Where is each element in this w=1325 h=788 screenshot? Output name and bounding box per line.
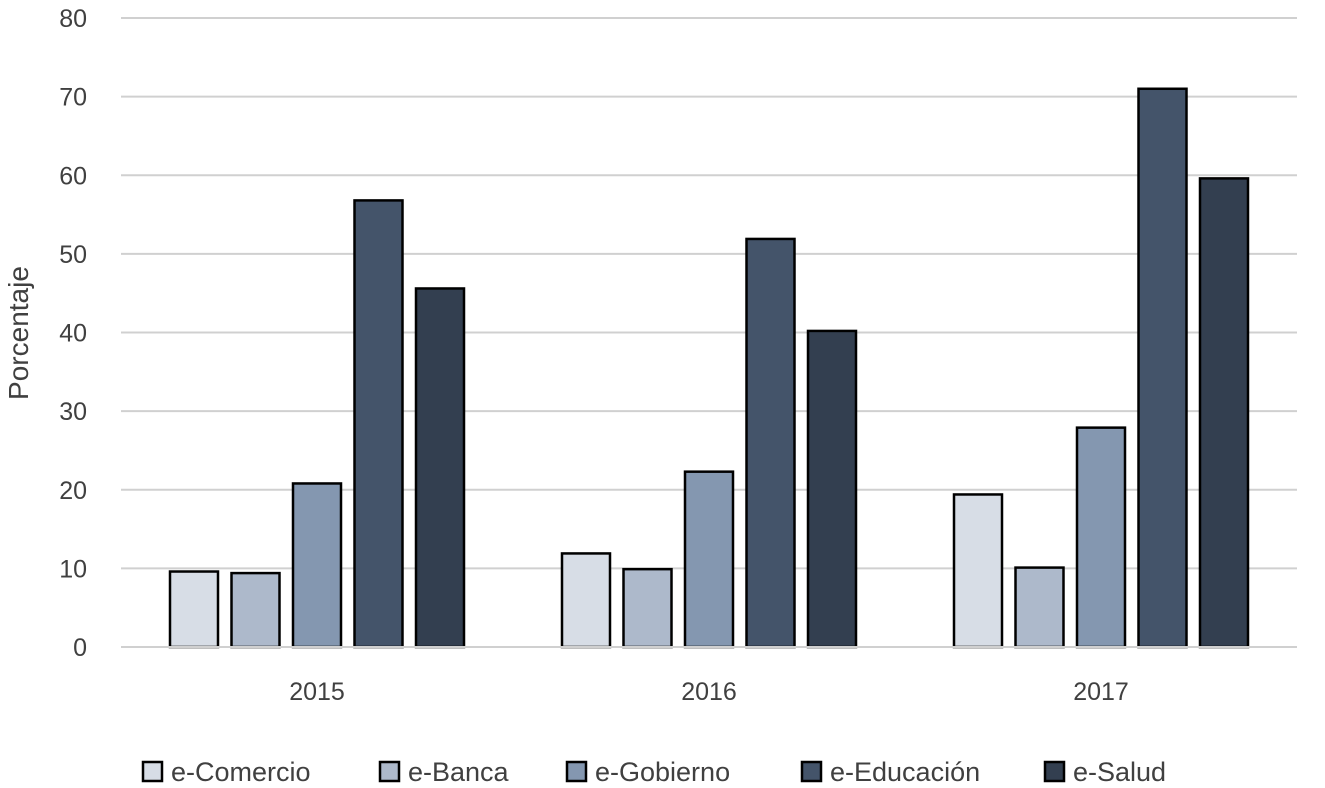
bar-e-salud-2017 bbox=[1198, 177, 1250, 649]
bar-e-comercio-2016 bbox=[560, 552, 612, 649]
legend-label: e-Gobierno bbox=[595, 757, 730, 787]
legend-swatch bbox=[800, 760, 823, 783]
bar-e-banca-2015 bbox=[230, 571, 281, 649]
legend-label: e-Salud bbox=[1073, 757, 1166, 787]
bar-e-gobierno-2015 bbox=[291, 482, 343, 649]
x-tick-label: 2015 bbox=[289, 678, 345, 706]
bar-e-banca-2016 bbox=[622, 567, 673, 649]
bar-e-gobierno-2016 bbox=[683, 470, 735, 649]
bar-e-educaci-n-2016 bbox=[745, 237, 796, 649]
y-tick-label: 50 bbox=[59, 241, 87, 269]
y-axis-ticks: 0 10 20 30 40 50 60 70 80 bbox=[59, 5, 87, 662]
legend-swatch bbox=[378, 760, 401, 783]
x-tick-label: 2016 bbox=[681, 678, 737, 706]
y-tick-label: 20 bbox=[59, 477, 87, 505]
legend-label: e-Educación bbox=[830, 757, 980, 787]
bar-e-educaci-n-2017 bbox=[1137, 87, 1188, 649]
y-tick-label: 80 bbox=[59, 5, 87, 33]
y-tick-label: 40 bbox=[59, 320, 87, 348]
bar-e-salud-2016 bbox=[806, 329, 858, 649]
legend-label: e-Comercio bbox=[171, 757, 311, 787]
y-tick-label: 70 bbox=[59, 84, 87, 112]
bar-e-salud-2015 bbox=[414, 287, 466, 649]
y-tick-label: 60 bbox=[59, 162, 87, 190]
legend: e-Comercio e-Banca e-Gobierno e-Educación e-… bbox=[141, 757, 1166, 787]
bar-e-educaci-n-2015 bbox=[353, 199, 404, 649]
bars bbox=[168, 87, 1250, 649]
bar-e-comercio-2015 bbox=[168, 570, 220, 649]
bar-e-banca-2017 bbox=[1014, 566, 1065, 649]
bar-e-comercio-2017 bbox=[952, 493, 1004, 649]
bar-e-gobierno-2017 bbox=[1075, 426, 1127, 649]
legend-swatch bbox=[565, 760, 588, 783]
y-axis-label: Porcentaje bbox=[3, 266, 34, 400]
legend-label: e-Banca bbox=[408, 757, 510, 787]
x-axis-ticks: 2015 2016 2017 bbox=[289, 678, 1129, 706]
legend-swatch bbox=[1043, 760, 1066, 783]
x-tick-label: 2017 bbox=[1073, 678, 1129, 706]
y-tick-label: 0 bbox=[73, 634, 87, 662]
legend-swatch bbox=[141, 760, 164, 783]
y-tick-label: 10 bbox=[59, 555, 87, 583]
y-tick-label: 30 bbox=[59, 398, 87, 426]
